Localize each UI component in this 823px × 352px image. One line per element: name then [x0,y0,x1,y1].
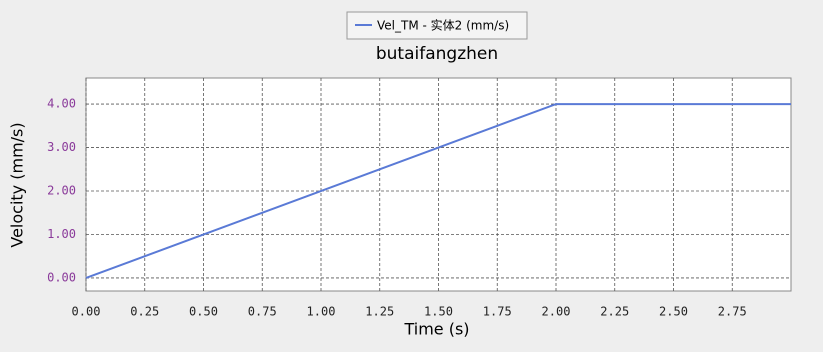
x-tick-label: 0.25 [130,305,159,319]
y-tick-label: 4.00 [47,97,76,111]
legend-label: Vel_TM - 实体2 (mm/s) [377,18,509,33]
data-line [85,103,791,279]
y-tick-label: 2.00 [47,184,76,198]
x-tick-label: 0.50 [189,305,218,319]
x-tick-label: 1.25 [365,305,394,319]
y-tick-label: 1.00 [47,227,76,241]
y-axis-label: Velocity (mm/s) [8,122,27,247]
x-tick-label: 0.00 [72,305,101,319]
x-tick-label: 2.00 [542,305,571,319]
x-tick-label: 1.00 [307,305,336,319]
chart-title: butaifangzhen [376,44,498,64]
y-tick-label: 3.00 [47,140,76,154]
x-tick-label: 1.50 [424,305,453,319]
x-tick-label: 2.25 [600,305,629,319]
x-tick-label: 0.75 [248,305,277,319]
legend-box [346,11,528,40]
x-tick-label: 2.75 [718,305,747,319]
x-axis-label: Time (s) [403,320,469,339]
y-tick-label: 0.00 [47,270,76,284]
x-tick-label: 2.50 [659,305,688,319]
x-tick-label: 1.75 [483,305,512,319]
